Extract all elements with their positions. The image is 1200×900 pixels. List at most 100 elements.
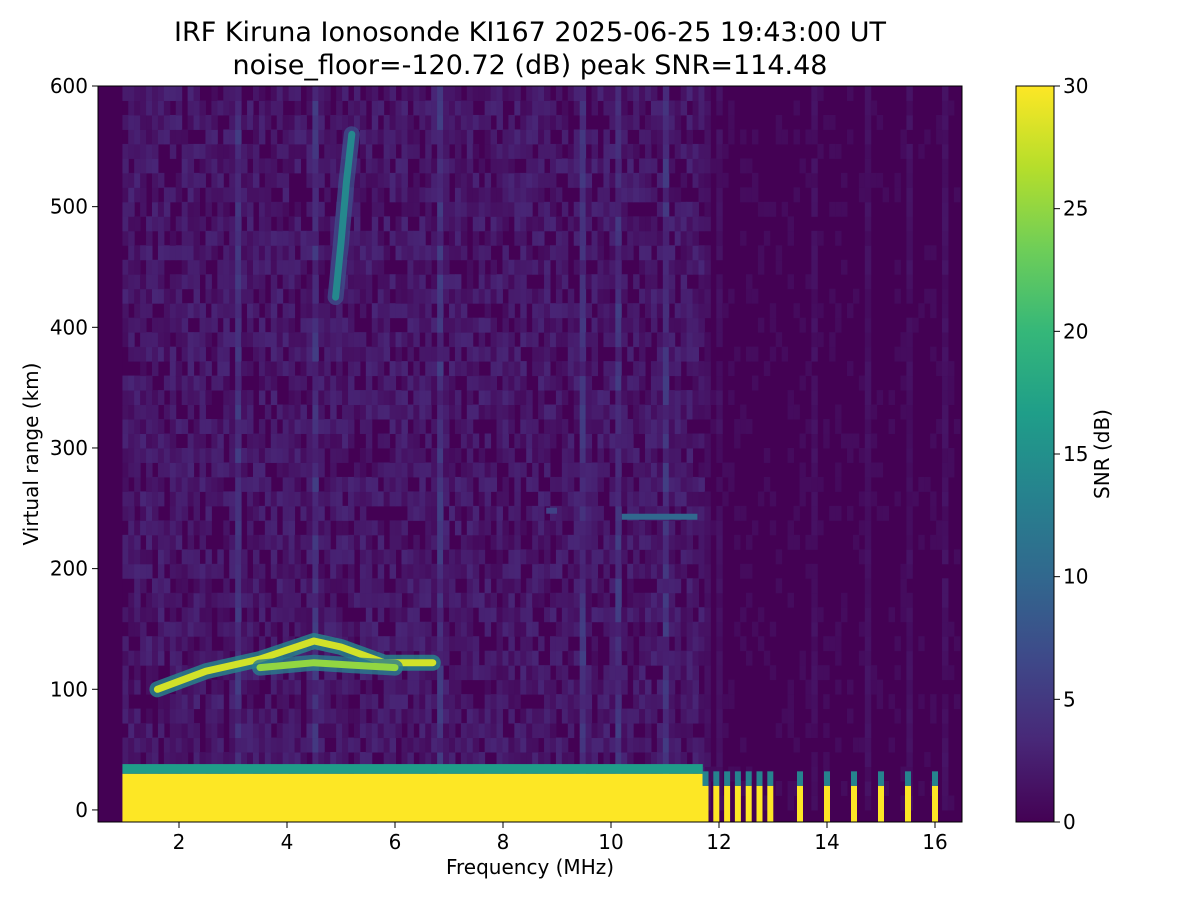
noise-cell — [146, 520, 153, 536]
noise-cell — [252, 534, 260, 550]
noise-cell — [579, 563, 587, 579]
noise-cell — [716, 607, 723, 623]
noise-cell — [633, 563, 640, 579]
noise-cell — [639, 665, 646, 681]
noise-cell — [549, 245, 557, 261]
noise-cell — [514, 505, 521, 521]
noise-cell — [633, 274, 640, 290]
noise-cell — [324, 665, 331, 681]
noise-cell — [751, 129, 759, 145]
noise-cell — [443, 708, 450, 724]
noise-cell — [175, 288, 183, 304]
noise-cell — [276, 86, 284, 101]
noise-cell — [864, 636, 872, 652]
noise-cell — [128, 708, 135, 724]
noise-cell — [656, 607, 664, 623]
noise-cell — [247, 665, 254, 681]
noise-cell — [567, 476, 575, 492]
noise-cell — [466, 332, 474, 348]
noise-cell — [449, 694, 456, 710]
noise-cell — [235, 187, 242, 203]
noise-cell — [787, 230, 795, 246]
noise-cell — [449, 245, 456, 261]
noise-cell — [437, 694, 444, 710]
noise-cell — [217, 172, 224, 188]
noise-cell — [235, 563, 242, 579]
noise-cell — [668, 549, 676, 565]
plot-frame — [97, 85, 963, 823]
noise-cell — [864, 563, 872, 579]
noise-cell — [336, 447, 343, 463]
noise-cell — [805, 129, 812, 145]
noise-cell — [496, 621, 503, 637]
noise-cell — [538, 491, 545, 507]
noise-cell — [544, 607, 551, 623]
noise-cell — [656, 694, 664, 710]
noise-cell — [163, 621, 171, 637]
noise-cell — [633, 520, 640, 536]
noise-cell — [128, 433, 135, 449]
noise-cell — [175, 694, 183, 710]
noise-cell — [140, 143, 147, 159]
noise-cell — [656, 303, 664, 319]
noise-cell — [811, 534, 818, 550]
noise-cell — [122, 462, 129, 478]
noise-cell — [324, 100, 331, 116]
noise-cell — [627, 187, 634, 203]
noise-cell — [401, 607, 408, 623]
noise-cell — [603, 708, 610, 724]
noise-cell — [621, 317, 628, 333]
noise-cell — [864, 346, 872, 362]
noise-cell — [264, 201, 272, 217]
noise-cell — [650, 361, 658, 377]
noise-cell — [140, 491, 147, 507]
noise-cell — [692, 578, 699, 594]
noise-cell — [276, 694, 284, 710]
noise-cell — [383, 737, 391, 753]
noise-cell — [312, 419, 319, 434]
noise-cell — [621, 375, 628, 391]
noise-cell — [668, 491, 676, 507]
noise-cell — [615, 404, 622, 420]
noise-cell — [692, 404, 699, 420]
noise-cell — [140, 607, 147, 623]
noise-cell — [365, 86, 373, 101]
noise-cell — [134, 143, 141, 159]
noise-cell — [864, 795, 872, 811]
x-tick-label: 8 — [497, 830, 510, 854]
noise-cell — [484, 303, 492, 319]
noise-cell — [668, 100, 676, 116]
noise-cell — [359, 462, 367, 478]
noise-cell — [799, 491, 806, 507]
noise-cell — [312, 607, 319, 623]
noise-cell — [751, 621, 759, 637]
noise-cell — [425, 621, 432, 637]
noise-cell — [413, 462, 420, 478]
noise-cell — [544, 288, 551, 304]
noise-cell — [579, 578, 587, 594]
noise-cell — [258, 259, 266, 275]
noise-cell — [318, 578, 325, 594]
noise-cell — [407, 129, 414, 145]
channel-bar-edge — [851, 771, 857, 786]
noise-cell — [615, 361, 622, 377]
noise-cell — [514, 621, 521, 637]
noise-cell — [312, 621, 319, 637]
noise-cell — [668, 650, 676, 666]
noise-cell — [348, 317, 355, 333]
noise-cell — [175, 361, 183, 377]
noise-cell — [371, 303, 379, 319]
noise-cell — [650, 549, 658, 565]
noise-cell — [359, 100, 367, 116]
noise-cell — [270, 534, 278, 550]
noise-cell — [603, 129, 610, 145]
noise-cell — [728, 766, 735, 782]
noise-cell — [704, 491, 711, 507]
noise-cell — [128, 245, 135, 261]
noise-cell — [348, 592, 355, 608]
noise-cell — [936, 520, 943, 536]
noise-cell — [365, 404, 373, 420]
noise-cell — [728, 694, 735, 710]
noise-cell — [437, 723, 444, 739]
noise-cell — [633, 549, 640, 565]
